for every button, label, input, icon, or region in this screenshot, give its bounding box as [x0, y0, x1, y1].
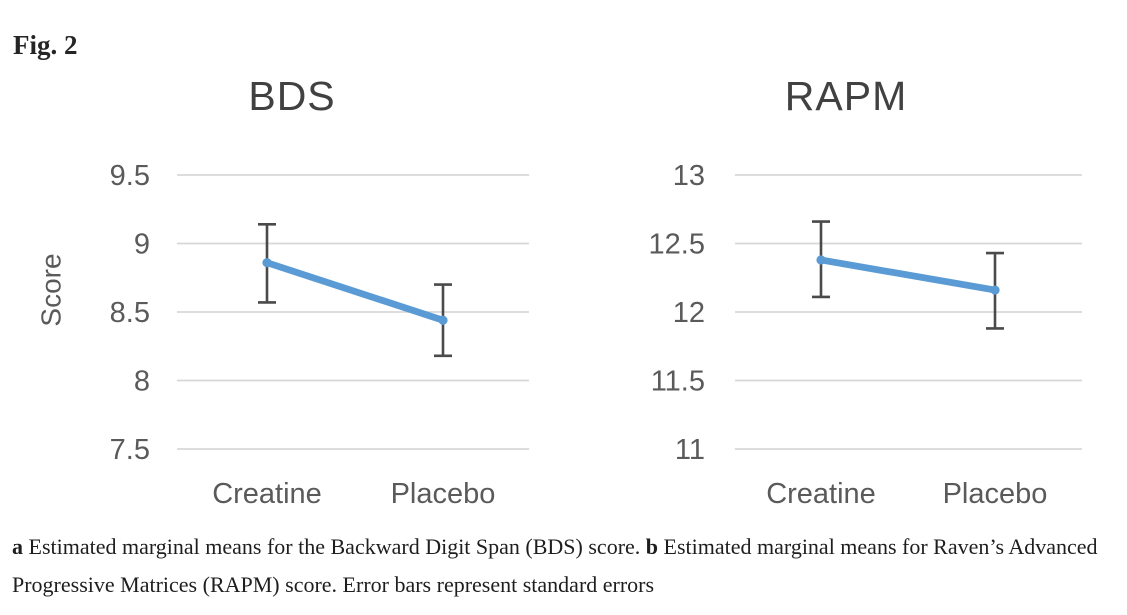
data-point	[262, 258, 272, 268]
data-line	[263, 259, 447, 324]
figure-label: Fig. 2	[13, 30, 78, 60]
category-label: Placebo	[391, 478, 496, 510]
y-tick-label: 13	[673, 160, 705, 192]
category-label: Creatine	[766, 478, 876, 510]
y-tick-label: 11.5	[651, 366, 705, 398]
category-label: Placebo	[943, 478, 1048, 510]
y-tick-label: 7.5	[110, 434, 150, 466]
figure-caption: a Estimated marginal means for the Backw…	[12, 528, 1117, 604]
data-point	[990, 285, 1000, 295]
chart-title-rapm: RAPM	[784, 73, 908, 119]
data-line	[817, 256, 999, 294]
data-point	[438, 315, 448, 325]
caption-text-b: Estimated marginal means for Raven’s Adv…	[12, 534, 1098, 597]
data-point	[816, 255, 826, 265]
y-tick-label: 12.5	[649, 229, 705, 261]
caption-label-a: a	[12, 534, 23, 559]
chart-title-bds: BDS	[248, 73, 336, 119]
plot-area-bds: 9.5 9 8.5 8 7.5 Creatine Placebo	[110, 160, 529, 510]
chart-rapm: RAPM 13 12.5 12 11.5 11 Creatine Placebo	[560, 60, 1127, 540]
y-tick-label: 11	[675, 434, 705, 466]
category-label: Creatine	[212, 478, 322, 510]
y-tick-label: 8	[134, 366, 150, 398]
caption-text-a: Estimated marginal means for the Backwar…	[23, 534, 646, 559]
y-tick-label: 8.5	[110, 297, 150, 329]
plot-area-rapm: 13 12.5 12 11.5 11 Creatine Placebo	[649, 160, 1082, 510]
y-tick-label: 9	[134, 229, 150, 261]
caption-label-b: b	[645, 534, 659, 559]
y-tick-label: 9.5	[110, 160, 150, 192]
chart-bds: BDS Score 9.5 9 8.5 8 7.5 Creatine Placebo	[0, 60, 560, 540]
y-tick-label: 12	[673, 297, 705, 329]
